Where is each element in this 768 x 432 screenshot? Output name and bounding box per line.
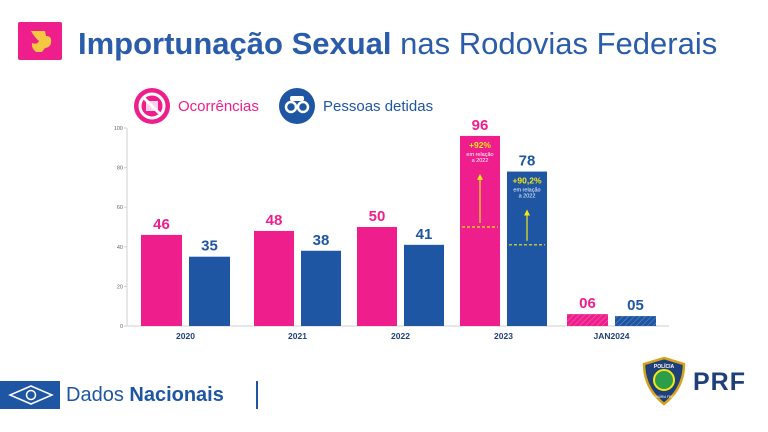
x-tick-label: JAN2024 (594, 331, 630, 341)
data-label: 38 (313, 232, 330, 249)
growth-note: a 2022 (519, 194, 536, 200)
growth-arrowhead (524, 209, 530, 216)
data-label: 78 (519, 153, 536, 170)
data-label: 41 (416, 226, 433, 243)
growth-note: a 2022 (472, 158, 489, 164)
growth-arrowhead (477, 173, 483, 180)
silhouette-icon (31, 31, 52, 52)
data-label: 96 (472, 117, 489, 134)
x-tick-label: 2020 (176, 331, 195, 341)
prf-brand: PRF (693, 368, 746, 396)
title-rest: nas Rodovias Federais (400, 26, 718, 61)
y-tick-label: 100 (114, 126, 123, 132)
legend-ocorrencias: Ocorrências (134, 86, 259, 126)
x-tick-label: 2023 (494, 331, 513, 341)
bar-detidas (404, 244, 444, 326)
bar-detidas (189, 256, 230, 326)
data-label: 06 (579, 295, 596, 312)
title-bold: Importunação Sexual (78, 26, 392, 61)
y-tick-label: 40 (117, 245, 123, 251)
data-label: 46 (153, 216, 170, 233)
x-tick-label: 2022 (391, 331, 410, 341)
growth-percent: +90,2% (512, 176, 542, 186)
footer-label-bold: Nacionais (129, 384, 224, 406)
prf-badge-icon: POLÍCIA RODOVIÁRIA FEDERAL (640, 356, 688, 406)
handcuffs-icon (279, 88, 315, 124)
bar-detidas (507, 171, 547, 326)
bar-hatch (615, 316, 656, 326)
data-label: 05 (627, 297, 644, 314)
bar-ocorrencias (254, 230, 294, 326)
y-tick-label: 60 (117, 205, 123, 211)
brazil-flag-icon (6, 383, 56, 407)
badge-top-text: POLÍCIA (654, 362, 675, 370)
page-title: Importunação Sexual nas Rodovias Federai… (78, 24, 717, 64)
y-tick-label: 0 (120, 324, 123, 330)
bar-hatch (567, 314, 608, 326)
growth-note: em relação (466, 152, 493, 158)
growth-note: em relação (513, 188, 540, 194)
legend-detidas-label: Pessoas detidas (323, 97, 434, 115)
bar-ocorrencias (460, 135, 500, 326)
bar-detidas (301, 250, 341, 326)
legend-detidas: Pessoas detidas (279, 86, 433, 126)
data-label: 48 (266, 212, 283, 229)
footer-banner: Dados Nacionais (0, 381, 258, 409)
bar-ocorrencias (141, 234, 182, 326)
infographic-logo (18, 22, 62, 60)
x-tick-label: 2021 (288, 331, 307, 341)
data-label: 35 (201, 238, 218, 255)
y-tick-label: 80 (117, 166, 123, 172)
y-tick-label: 20 (117, 284, 123, 290)
legend-ocorrencias-label: Ocorrências (178, 97, 259, 115)
footer-label-regular: Dados (66, 384, 124, 406)
no-harassment-icon (134, 88, 170, 124)
growth-percent: +92% (469, 140, 491, 150)
data-label: 50 (369, 208, 386, 225)
footer-label: Dados Nacionais (60, 381, 256, 409)
bar-ocorrencias (357, 227, 397, 326)
badge-bottom-text: RODOVIÁRIA FEDERAL (646, 395, 682, 399)
